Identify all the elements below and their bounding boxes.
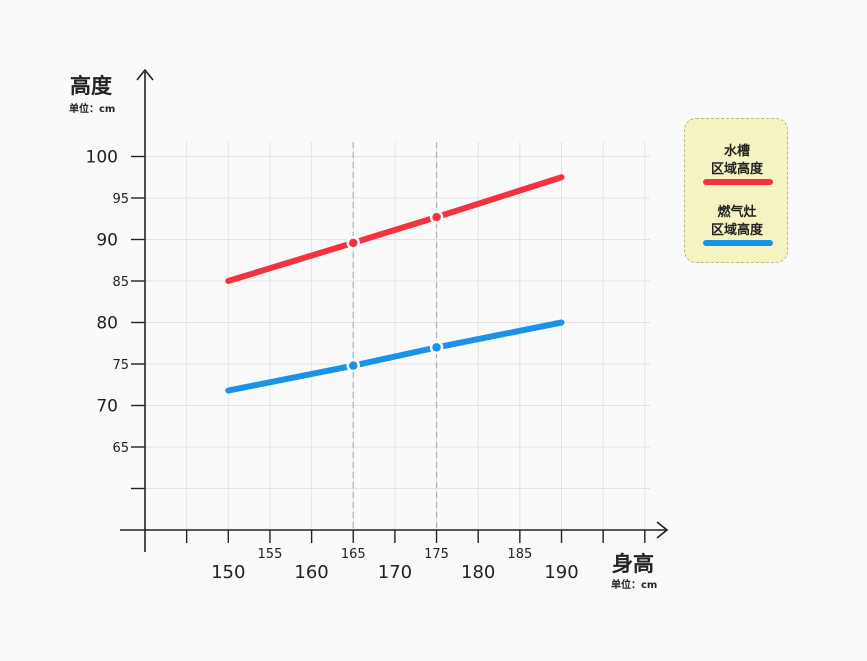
legend-item-sink: 水槽 区域高度: [685, 143, 789, 179]
x-tick-label: 175: [424, 547, 449, 562]
y-tick-label: 70: [96, 397, 118, 417]
grid: [145, 142, 650, 530]
y-axis-label: 高度: [70, 74, 112, 98]
legend-swatch-stove: [703, 240, 773, 246]
x-axis-label: 身高: [612, 552, 654, 576]
legend-label-sink-line2: 区域高度: [710, 162, 763, 177]
x-axis-arrow: [656, 521, 669, 539]
legend-label-stove-line2: 区域高度: [710, 223, 763, 238]
x-axis-unit: 单位：cm: [611, 578, 657, 591]
y-tick-label: 85: [112, 275, 129, 290]
legend-item-stove: 燃气灶 区域高度: [685, 204, 789, 240]
x-tick-label: 155: [258, 547, 283, 562]
ticks: 150 160 170 180 190 155 165 175 185 70 80 90 100 65 75…: [86, 148, 646, 583]
data-point: [429, 340, 444, 355]
legend-label-stove-line1: 燃气灶: [717, 205, 757, 220]
legend-swatch-sink: [703, 179, 773, 185]
x-tick-label: 180: [461, 562, 495, 583]
x-tick-label: 165: [341, 547, 366, 562]
y-tick-label: 90: [96, 231, 118, 251]
series-layer: [225, 174, 565, 394]
x-tick-label: 185: [507, 547, 532, 562]
y-tick-label: 95: [112, 192, 129, 207]
legend-label-sink-line1: 水槽: [723, 144, 750, 159]
x-tick-label: 160: [294, 562, 328, 583]
x-tick-label: 170: [378, 562, 412, 583]
y-axis-unit: 单位：cm: [69, 102, 115, 115]
series-line-1: [225, 319, 565, 394]
x-tick-label: 190: [544, 562, 578, 583]
data-point: [429, 210, 444, 224]
y-tick-label: 75: [112, 358, 129, 373]
data-point: [346, 236, 360, 250]
legend: 水槽 区域高度 燃气灶 区域高度: [684, 118, 788, 263]
y-tick-label: 80: [96, 314, 118, 334]
y-tick-label: 100: [86, 148, 118, 168]
data-point: [346, 358, 360, 373]
y-axis-arrow: [136, 68, 154, 81]
x-tick-label: 150: [211, 562, 245, 583]
y-tick-label: 65: [112, 441, 129, 456]
reference-lines: [352, 142, 438, 530]
series-line-0: [225, 174, 565, 284]
axes: [120, 68, 669, 552]
